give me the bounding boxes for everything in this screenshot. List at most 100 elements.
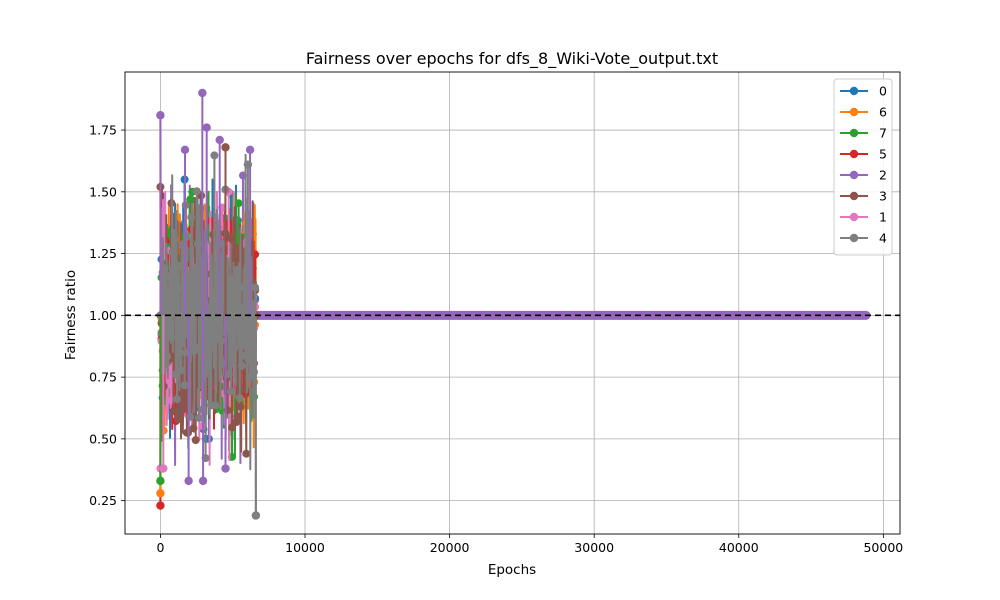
series-4-point bbox=[172, 395, 181, 404]
series-4 bbox=[156, 151, 260, 520]
series-4-point bbox=[193, 240, 202, 248]
series-4-point bbox=[229, 316, 238, 325]
series-2-extreme-point bbox=[221, 464, 230, 473]
series-4-point bbox=[163, 352, 171, 361]
legend-label: 7 bbox=[879, 126, 887, 141]
x-tick-label: 30000 bbox=[574, 540, 614, 555]
legend-item-4: 4 bbox=[840, 231, 887, 246]
legend-box bbox=[833, 78, 893, 256]
legend-item-7: 7 bbox=[840, 126, 887, 141]
series-4-point bbox=[204, 346, 213, 355]
series-4-extreme-point bbox=[251, 511, 261, 520]
series-4-point bbox=[222, 324, 231, 333]
series-6-extreme-point bbox=[156, 489, 165, 498]
series-4-point bbox=[217, 336, 225, 345]
series-2-extreme-point bbox=[184, 476, 193, 486]
series-4-point bbox=[175, 261, 184, 270]
series-2-extreme-point bbox=[198, 88, 207, 98]
series-3-point bbox=[242, 449, 251, 458]
series-4-point bbox=[187, 213, 196, 222]
series-4-point bbox=[177, 366, 186, 375]
series-4-point bbox=[236, 332, 245, 341]
series-2-extreme-point bbox=[202, 123, 211, 132]
series-4-point bbox=[168, 247, 177, 256]
series-4-point bbox=[231, 285, 240, 294]
series-4-point bbox=[210, 151, 219, 160]
series-3-point bbox=[191, 436, 200, 445]
series-4-point bbox=[230, 344, 239, 353]
highlight-points bbox=[156, 88, 261, 520]
series-3-point bbox=[233, 412, 242, 421]
series-3-point bbox=[228, 423, 236, 432]
chart-title: Fairness over epochs for dfs_8_Wiki-Vote… bbox=[306, 49, 718, 69]
series-4-point bbox=[160, 264, 169, 273]
series-4-point bbox=[218, 359, 227, 367]
series-4-point bbox=[232, 279, 241, 288]
series-4-point bbox=[186, 412, 195, 421]
legend-swatch-marker bbox=[849, 191, 859, 201]
legend-item-3: 3 bbox=[840, 189, 887, 204]
series-layer bbox=[156, 88, 871, 520]
series-3-point bbox=[174, 415, 182, 424]
series-4-point bbox=[235, 394, 244, 402]
series-4-point bbox=[195, 413, 203, 422]
series-7-point bbox=[234, 199, 243, 208]
series-7-extreme-point bbox=[156, 476, 165, 486]
legend-label: 4 bbox=[879, 231, 887, 246]
series-4-point bbox=[251, 283, 260, 292]
series-1-extreme-point bbox=[159, 464, 168, 473]
series-2-extreme-point bbox=[156, 111, 165, 120]
legend-item-6: 6 bbox=[840, 105, 887, 120]
legend-swatch-marker bbox=[849, 212, 859, 222]
x-tick-label: 0 bbox=[156, 540, 164, 555]
series-2-extreme-point bbox=[180, 145, 190, 155]
y-tick-label: 0.75 bbox=[89, 370, 117, 385]
series-4-point bbox=[247, 354, 256, 363]
series-4-point bbox=[165, 272, 174, 281]
series-2-extreme-point bbox=[198, 476, 208, 486]
y-tick-label: 1.00 bbox=[89, 308, 117, 323]
legend-label: 0 bbox=[879, 84, 887, 99]
legend-swatch-marker bbox=[849, 128, 859, 138]
series-4-line bbox=[159, 153, 257, 516]
series-4-point bbox=[245, 373, 254, 382]
series-4-point bbox=[212, 318, 221, 326]
y-axis-title: Fairness ratio bbox=[63, 270, 79, 360]
y-tick-label: 0.25 bbox=[89, 493, 117, 508]
series-2-extreme-point bbox=[215, 135, 224, 145]
x-tick-label: 50000 bbox=[863, 540, 903, 555]
legend-label: 5 bbox=[879, 147, 887, 162]
series-4-point bbox=[224, 370, 233, 378]
series-4-point bbox=[180, 381, 189, 390]
series-4-point bbox=[209, 340, 218, 349]
series-4-point bbox=[233, 265, 242, 274]
y-tick-label: 0.50 bbox=[89, 431, 117, 446]
legend-label: 1 bbox=[879, 210, 887, 225]
series-3-point bbox=[169, 407, 178, 416]
series-4-extreme-point bbox=[243, 160, 253, 169]
legend-label: 6 bbox=[879, 105, 887, 120]
series-3-extreme-point bbox=[221, 143, 230, 152]
series-4-point bbox=[188, 274, 197, 283]
x-tick-label: 10000 bbox=[285, 540, 325, 555]
legend-item-0: 0 bbox=[840, 84, 887, 99]
series-4-point bbox=[239, 340, 247, 349]
series-4-point bbox=[170, 235, 179, 244]
series-4-point bbox=[174, 283, 182, 292]
series-4-point bbox=[211, 401, 220, 410]
series-4-point bbox=[208, 330, 217, 339]
x-tick-label: 20000 bbox=[430, 540, 470, 555]
series-4-point bbox=[176, 348, 185, 357]
legend-swatch-marker bbox=[849, 107, 859, 117]
series-4-point bbox=[237, 361, 246, 370]
series-4-point bbox=[179, 309, 188, 318]
axis-ticks: 0 10000 20000 30000 40000 50000 0.25 0.50 0.75 1.… bbox=[89, 123, 903, 555]
series-4-point bbox=[159, 301, 168, 310]
y-tick-label: 1.25 bbox=[89, 246, 117, 261]
series-4-point bbox=[192, 187, 201, 196]
series-4-point bbox=[226, 387, 235, 396]
series-4-point bbox=[206, 307, 214, 316]
legend-item-1: 1 bbox=[840, 210, 887, 225]
legend-swatch-marker bbox=[849, 86, 859, 96]
